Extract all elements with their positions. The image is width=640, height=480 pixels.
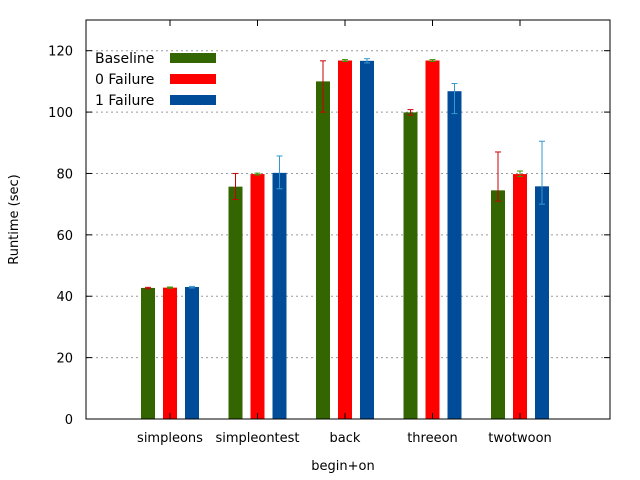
bar [316,81,330,419]
y-tick-label: 0 [65,413,73,428]
bar [163,287,177,419]
error-bars [145,58,545,290]
legend-label: 1 Failure [95,93,154,109]
legend: Baseline 0 Failure 1 Failure [95,51,216,109]
bar [272,172,287,419]
x-tick-label: threeon [407,431,458,446]
bar-marks [141,60,549,420]
bar [491,190,505,419]
bar [360,60,374,419]
y-tick-label: 60 [56,229,73,244]
legend-swatch [170,95,216,105]
x-tick-label: simpleons [137,431,203,446]
x-tick-label: twotwoon [488,431,552,446]
bar [141,287,155,419]
bar [185,287,199,419]
bar [403,112,418,419]
y-axis-label: Runtime (sec) [7,174,22,265]
x-axis-label: begin+on [311,459,374,474]
plot-frame [85,19,611,420]
legend-swatch [170,74,216,84]
bar [228,186,243,419]
bar [535,186,549,419]
y-tick-label: 80 [56,167,73,182]
y-tick-label: 20 [56,352,73,367]
bar [513,174,527,419]
bar [338,60,352,419]
y-tick-label: 100 [48,106,73,121]
y-tick-label: 40 [56,290,73,305]
bar [250,174,265,419]
y-tick-label: 120 [48,45,73,60]
axis-ticks: 0 20 40 60 80 100 120 simpleons simpleontest back… [48,20,610,446]
legend-label: Baseline [95,51,154,67]
legend-swatch [170,53,216,63]
x-tick-label: back [330,431,361,446]
bar [425,60,440,419]
x-tick-label: simpleontest [215,431,299,446]
legend-label: 0 Failure [95,72,154,88]
bar [447,91,462,420]
